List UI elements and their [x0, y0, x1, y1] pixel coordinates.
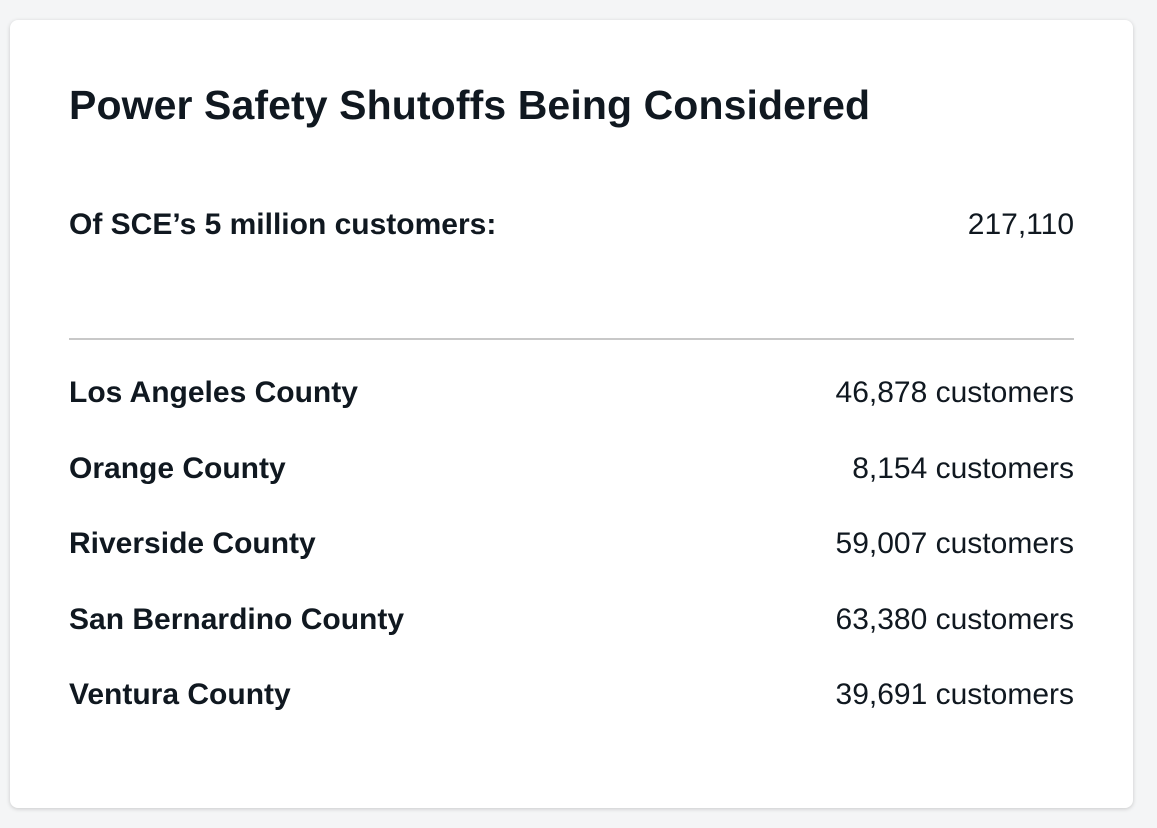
county-customers: 8,154 customers	[852, 451, 1074, 485]
county-list: Los Angeles County 46,878 customers Oran…	[69, 373, 1074, 751]
county-name: San Bernardino County	[69, 602, 405, 636]
county-row-orange: Orange County 8,154 customers	[69, 449, 1074, 525]
county-customers: 63,380 customers	[835, 602, 1074, 636]
county-customers: 39,691 customers	[835, 678, 1074, 711]
total-customers-row: Of SCE’s 5 million customers: 217,110	[69, 205, 1074, 245]
county-name: Riverside County	[69, 527, 316, 560]
county-row-san-bernardino: San Bernardino County 63,380 customers	[69, 600, 1074, 676]
card-title: Power Safety Shutoffs Being Considered	[69, 82, 871, 128]
county-customers: 46,878 customers	[835, 376, 1074, 409]
county-row-los-angeles: Los Angeles County 46,878 customers	[69, 373, 1074, 449]
shutoff-summary-card: Power Safety Shutoffs Being Considered O…	[10, 20, 1133, 808]
divider	[69, 338, 1074, 340]
county-row-ventura: Ventura County 39,691 customers	[69, 675, 1074, 751]
total-customers-label: Of SCE’s 5 million customers:	[69, 208, 497, 241]
county-customers: 59,007 customers	[835, 527, 1074, 560]
county-name: Orange County	[69, 451, 286, 485]
county-name: Ventura County	[69, 678, 291, 711]
county-row-riverside: Riverside County 59,007 customers	[69, 524, 1074, 600]
total-customers-value: 217,110	[967, 208, 1074, 241]
county-name: Los Angeles County	[69, 376, 358, 409]
